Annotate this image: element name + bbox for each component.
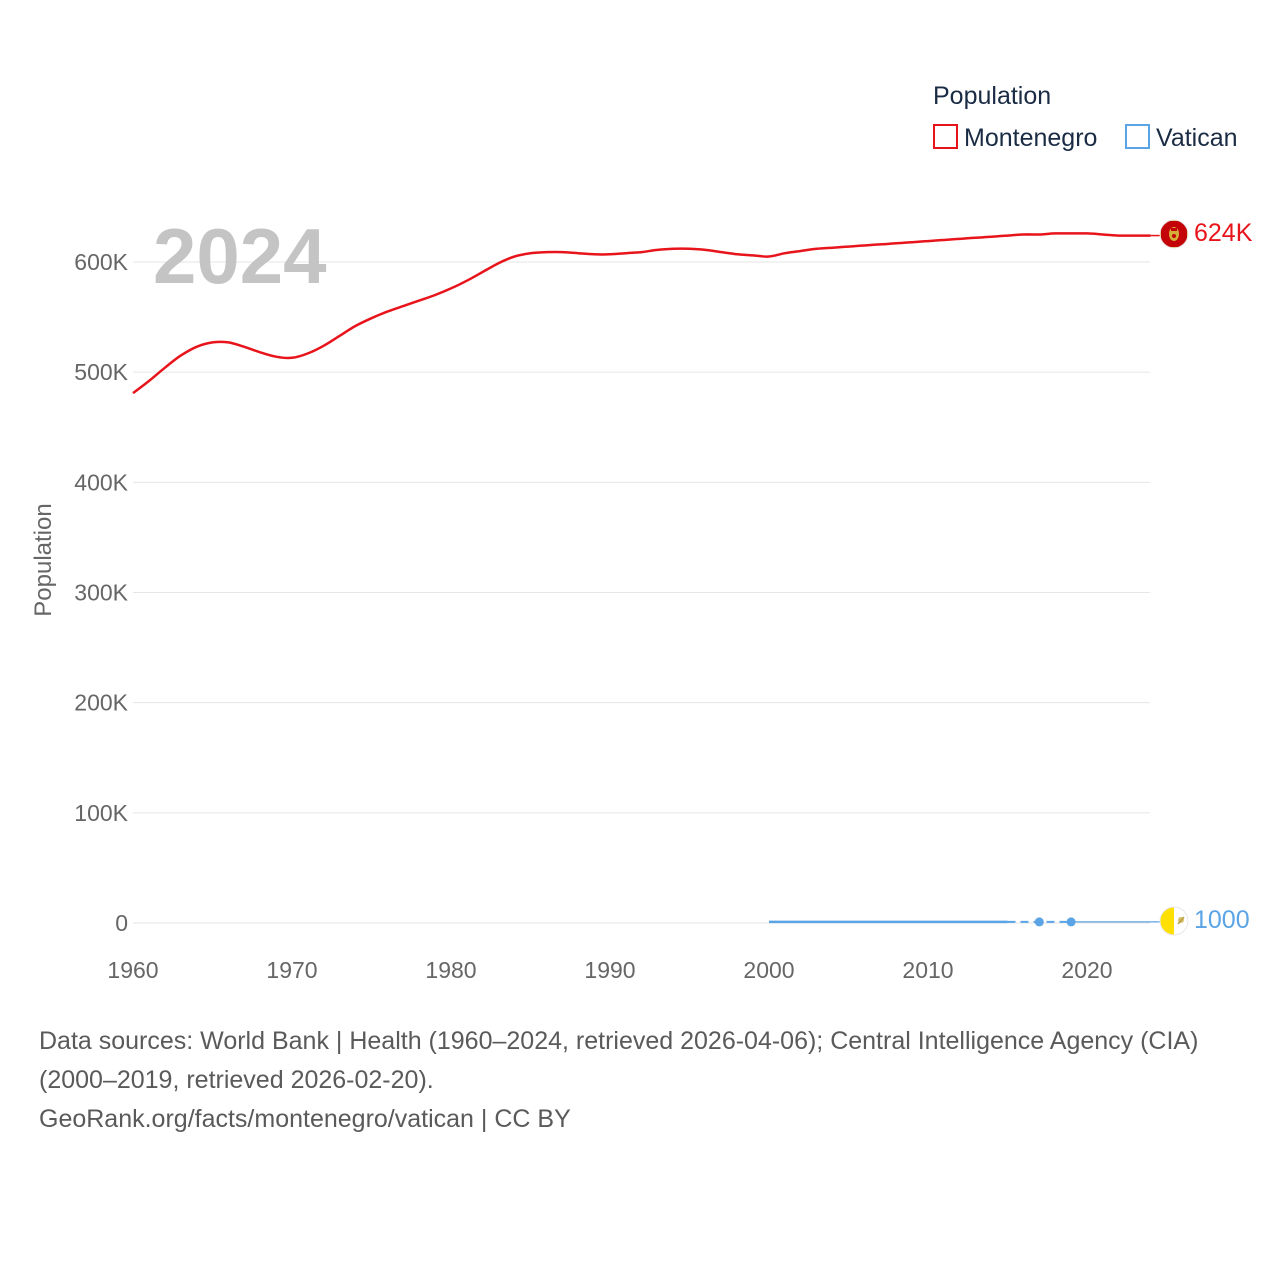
vatican-end-label: 1000 [1194,906,1250,934]
vatican-flag-icon [1159,906,1189,936]
x-tick-label: 1980 [425,957,476,983]
legend-title: Population [933,82,1051,110]
montenegro-series-line [132,232,1151,395]
y-tick-label: 200K [74,690,128,716]
x-tick-label: 2000 [743,957,794,983]
legend-item-vatican[interactable]: Vatican [1125,124,1238,152]
legend-item-montenegro[interactable]: Montenegro [933,124,1097,152]
legend-label-vatican: Vatican [1156,124,1238,152]
y-tick-label: 100K [74,800,128,826]
vatican-data-point [1034,917,1044,927]
y-tick-label: 300K [74,580,128,606]
legend: Population Montenegro Vatican [933,82,1238,152]
x-tick-label: 2020 [1061,957,1112,983]
x-tick-label: 1960 [107,957,158,983]
legend-swatch-montenegro [933,124,958,149]
montenegro-flag-icon [1159,219,1189,249]
y-tick-label: 600K [74,249,128,275]
x-tick-label: 1990 [584,957,635,983]
montenegro-end-label: 624K [1194,219,1253,247]
y-axis-title: Population [30,503,57,616]
y-tick-label: 0 [115,910,128,936]
year-label: 2024 [153,212,327,300]
data-sources-text: Data sources: World Bank | Health (1960–… [39,1027,1199,1094]
credit-link[interactable]: GeoRank.org/facts/montenegro/vatican | C… [39,1105,571,1133]
legend-swatch-vatican [1125,124,1150,149]
population-line-chart: 0 100K 200K 300K 400K 500K 600K 1960 1970 1980 199… [30,82,1253,983]
x-tick-label: 1970 [266,957,317,983]
y-tick-label: 400K [74,469,128,495]
x-tick-label: 2010 [902,957,953,983]
y-tick-label: 500K [74,359,128,385]
legend-label-montenegro: Montenegro [964,124,1097,152]
chart-footer: Data sources: World Bank | Health (1960–… [39,1022,1254,1139]
